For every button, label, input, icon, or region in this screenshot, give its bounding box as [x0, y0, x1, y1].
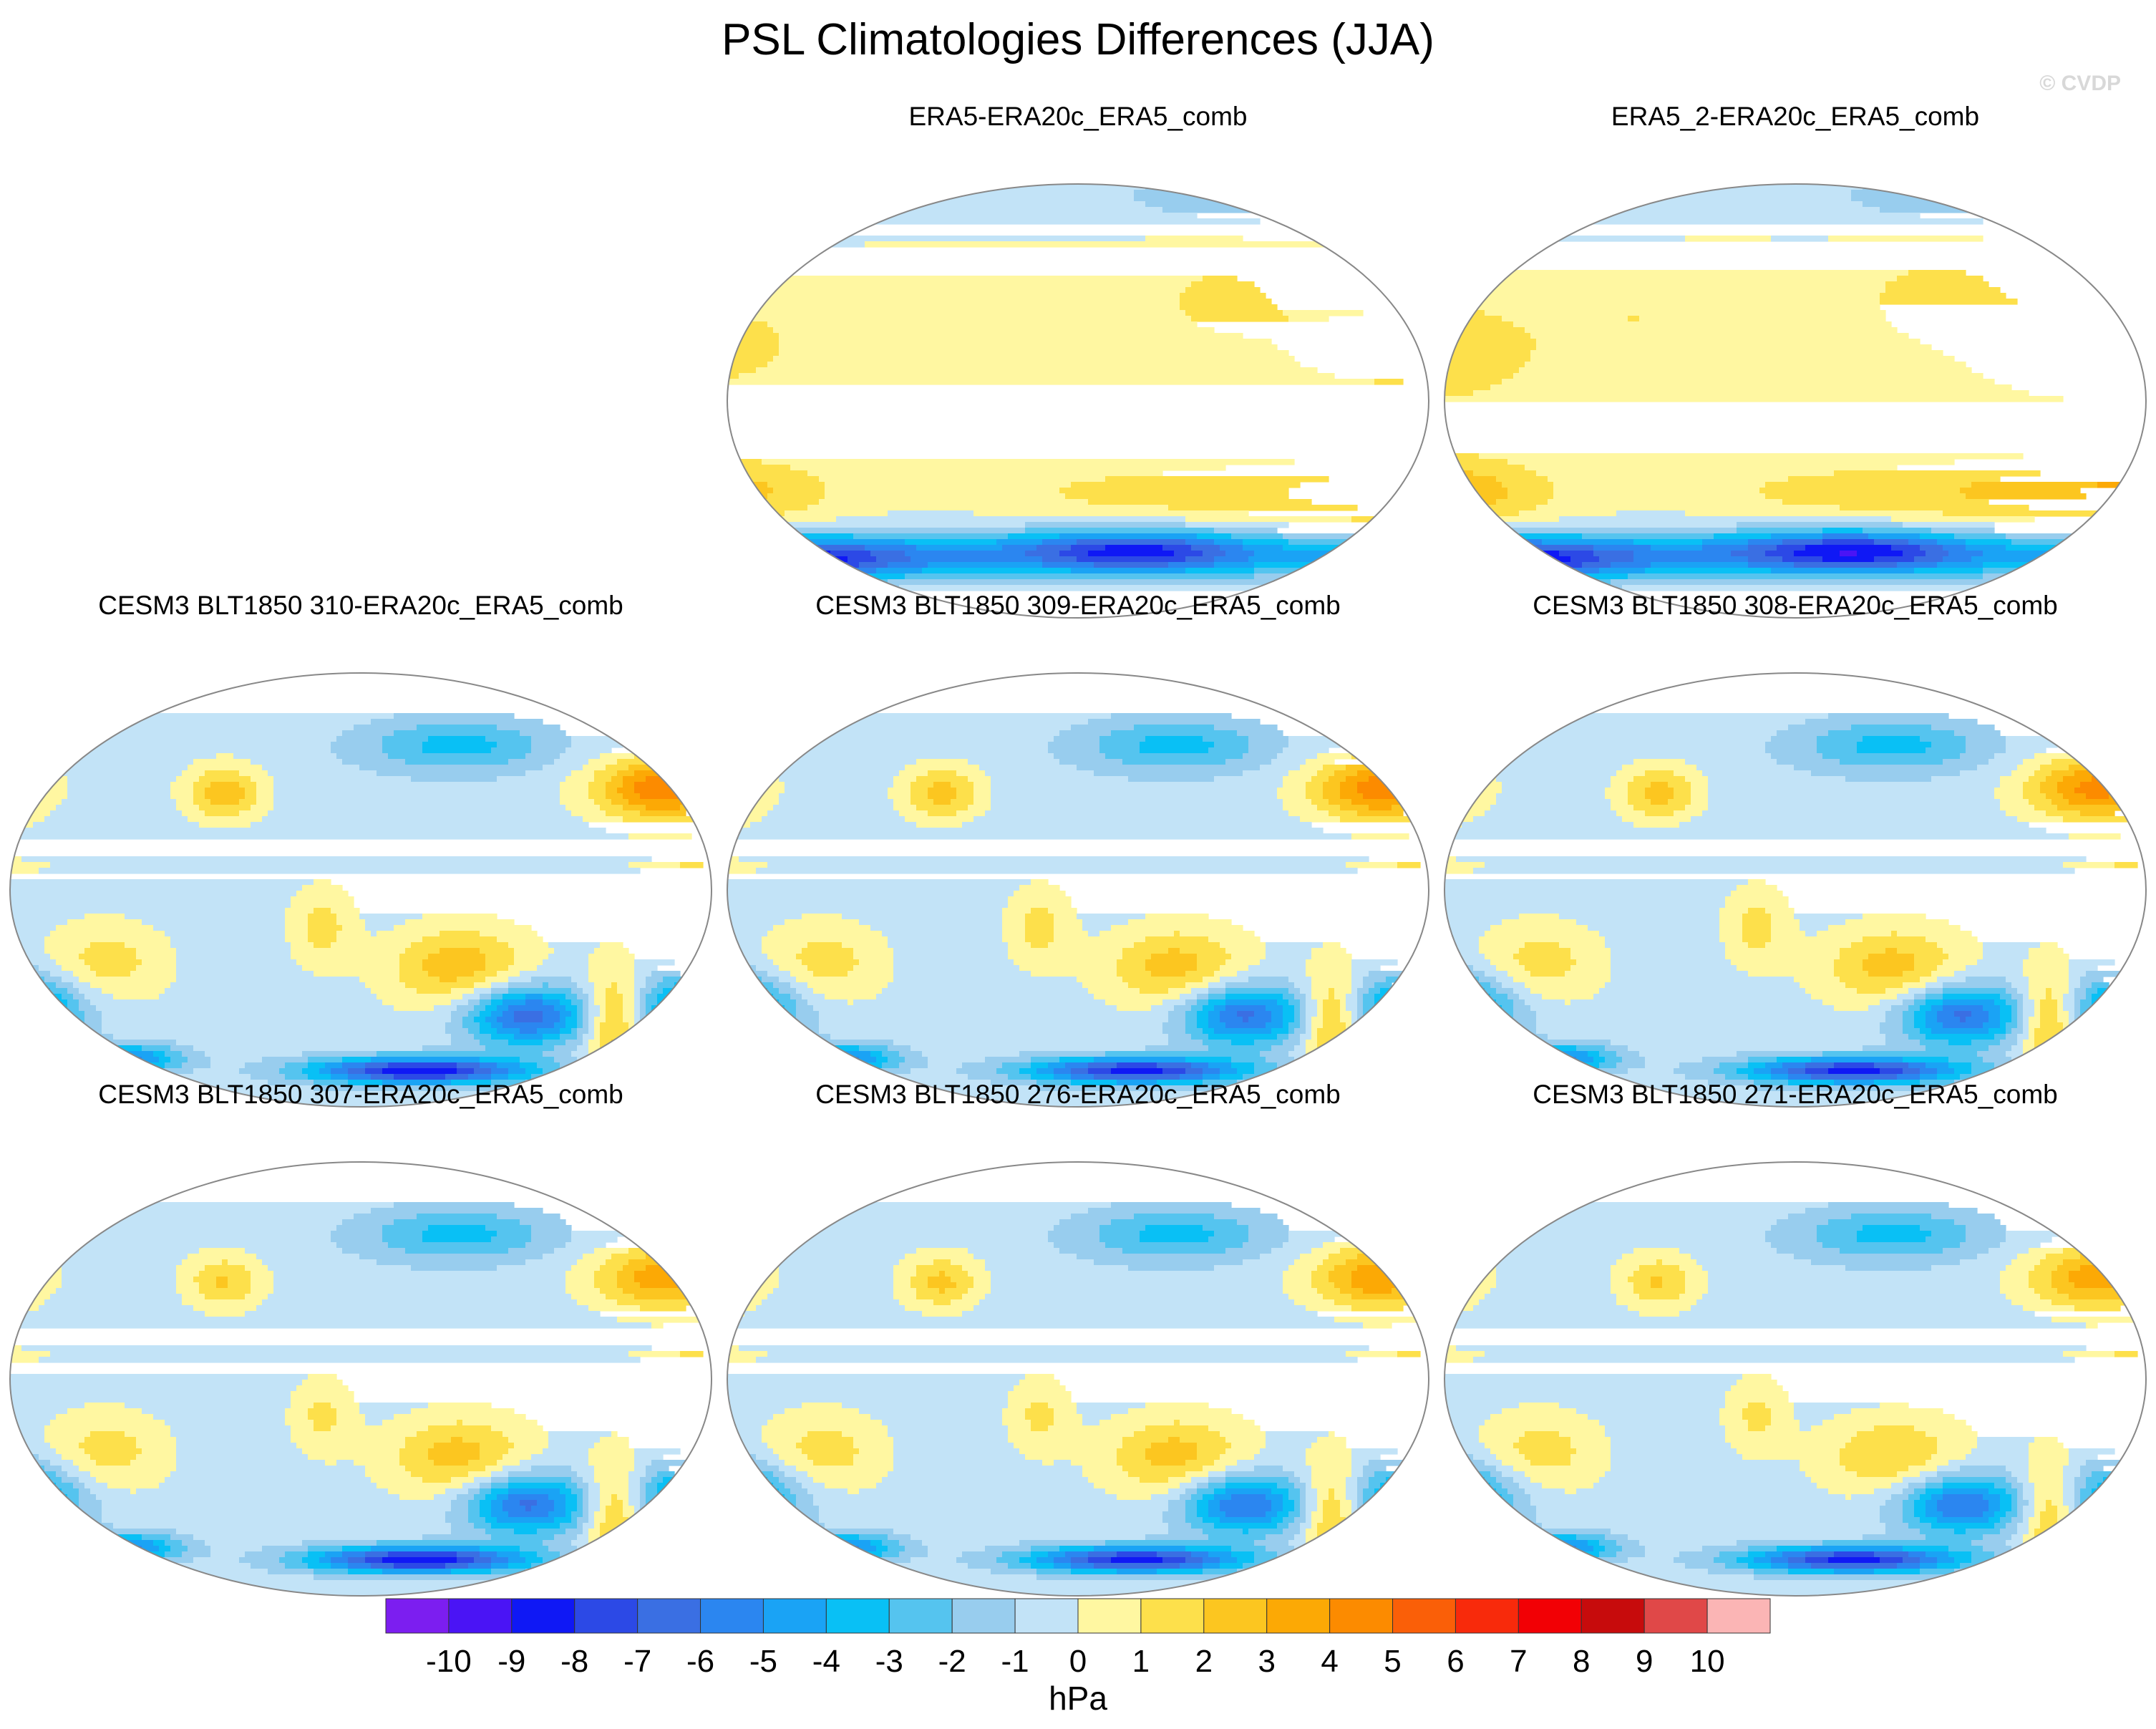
panel-title: ERA5_2-ERA20c_ERA5_comb — [1611, 102, 1979, 131]
panel-title: ERA5-ERA20c_ERA5_comb — [909, 102, 1248, 131]
map-panel: CESM3 BLT1850 308-ERA20c_ERA5_comb — [1444, 591, 2147, 1108]
colorbar-swatch — [1329, 1598, 1394, 1634]
psl-difference-field — [727, 1202, 1427, 1596]
map-panel: CESM3 BLT1850 276-ERA20c_ERA5_comb — [727, 1080, 1429, 1597]
map-panel: CESM3 BLT1850 310-ERA20c_ERA5_comb — [9, 591, 712, 1108]
colorbar-swatch — [1455, 1598, 1519, 1634]
map-border — [727, 672, 1429, 1108]
colorbar-tick-label: 1 — [1132, 1644, 1150, 1679]
map-border — [1444, 183, 2147, 619]
colorbar-tick-label: 2 — [1195, 1644, 1213, 1679]
colorbar-tick-label: -2 — [938, 1644, 966, 1679]
panel-title: CESM3 BLT1850 271-ERA20c_ERA5_comb — [1533, 1080, 2058, 1109]
watermark: © CVDP — [2039, 72, 2121, 95]
colorbar-swatch — [1580, 1598, 1645, 1634]
colorbar-tick-label: -6 — [686, 1644, 714, 1679]
panel-title: CESM3 BLT1850 310-ERA20c_ERA5_comb — [98, 591, 623, 620]
map-panel: ERA5-ERA20c_ERA5_comb — [727, 102, 1429, 619]
map-border — [1444, 1161, 2147, 1597]
map-panel: ERA5_2-ERA20c_ERA5_comb — [1444, 102, 2147, 619]
colorbar-tick-label: -3 — [875, 1644, 903, 1679]
map-panel: CESM3 BLT1850 271-ERA20c_ERA5_comb — [1444, 1080, 2147, 1597]
colorbar-swatch — [700, 1598, 764, 1634]
colorbar-swatch — [1077, 1598, 1142, 1634]
colorbar-tick-label: 4 — [1321, 1644, 1338, 1679]
colorbar-tick-label: 10 — [1690, 1644, 1725, 1679]
map-border — [727, 1161, 1429, 1597]
panel-title: CESM3 BLT1850 276-ERA20c_ERA5_comb — [815, 1080, 1341, 1109]
colorbar-swatch — [574, 1598, 638, 1634]
map-border — [9, 672, 712, 1108]
colorbar-tick-label: 3 — [1258, 1644, 1275, 1679]
colorbar-tick-label: -8 — [560, 1644, 588, 1679]
map-panel: CESM3 BLT1850 307-ERA20c_ERA5_comb — [9, 1080, 712, 1597]
psl-difference-field — [10, 713, 709, 1107]
psl-difference-field — [1444, 1202, 2144, 1596]
colorbar-units-label: hPa — [1049, 1680, 1107, 1717]
colorbar-swatch — [1266, 1598, 1331, 1634]
map-panel: CESM3 BLT1850 309-ERA20c_ERA5_comb — [727, 591, 1429, 1108]
colorbar-swatch — [448, 1598, 513, 1634]
map-panels: ERA5-ERA20c_ERA5_comb ERA5_2-ERA20c_ERA5_… — [9, 102, 2147, 1597]
panel-title: CESM3 BLT1850 307-ERA20c_ERA5_comb — [98, 1080, 623, 1109]
colorbar-tick-label: 5 — [1384, 1644, 1401, 1679]
colorbar-swatch — [511, 1598, 576, 1634]
colorbar-tick-label: -1 — [1001, 1644, 1029, 1679]
colorbar-tick-label: -5 — [749, 1644, 777, 1679]
map-border — [9, 1161, 712, 1597]
colorbar-tick-label: -7 — [623, 1644, 651, 1679]
colorbar-tick-label: -10 — [426, 1644, 472, 1679]
panel-title: CESM3 BLT1850 308-ERA20c_ERA5_comb — [1533, 591, 2058, 620]
map-border — [1444, 672, 2147, 1108]
colorbar-tick-label: 8 — [1573, 1644, 1590, 1679]
colorbar-swatch — [762, 1598, 827, 1634]
psl-difference-field — [10, 1202, 709, 1596]
colorbar-swatch — [1014, 1598, 1079, 1634]
colorbar-swatch — [1706, 1598, 1771, 1634]
colorbar-tick-label: 0 — [1069, 1644, 1087, 1679]
colorbar-tick-label: 7 — [1510, 1644, 1527, 1679]
map-border — [727, 183, 1429, 619]
colorbar-tick-label: 6 — [1447, 1644, 1464, 1679]
panel-title: CESM3 BLT1850 309-ERA20c_ERA5_comb — [815, 591, 1341, 620]
colorbar-tick-label: 9 — [1636, 1644, 1653, 1679]
colorbar-swatch — [1518, 1598, 1582, 1634]
colorbar-swatch — [825, 1598, 890, 1634]
colorbar-tick-label: -4 — [812, 1644, 840, 1679]
psl-difference-field — [727, 713, 1427, 1107]
colorbar-swatch — [888, 1598, 953, 1634]
colorbar-swatch — [1203, 1598, 1268, 1634]
psl-difference-field — [1444, 713, 2144, 1107]
colorbar-tick-label: -9 — [497, 1644, 525, 1679]
colorbar-swatch — [1140, 1598, 1205, 1634]
colorbar: -10 -9 -8 -7 -6 -5 -4 -3 -2 -1 0 1 2 3 4 5 6 7 8 9 10 — [385, 1598, 1771, 1679]
colorbar-swatch — [385, 1598, 450, 1634]
colorbar-swatch — [1643, 1598, 1708, 1634]
main-title: PSL Climatologies Differences (JJA) — [722, 15, 1434, 64]
colorbar-swatch — [637, 1598, 701, 1634]
colorbar-swatch — [1392, 1598, 1456, 1634]
colorbar-swatch — [951, 1598, 1016, 1634]
